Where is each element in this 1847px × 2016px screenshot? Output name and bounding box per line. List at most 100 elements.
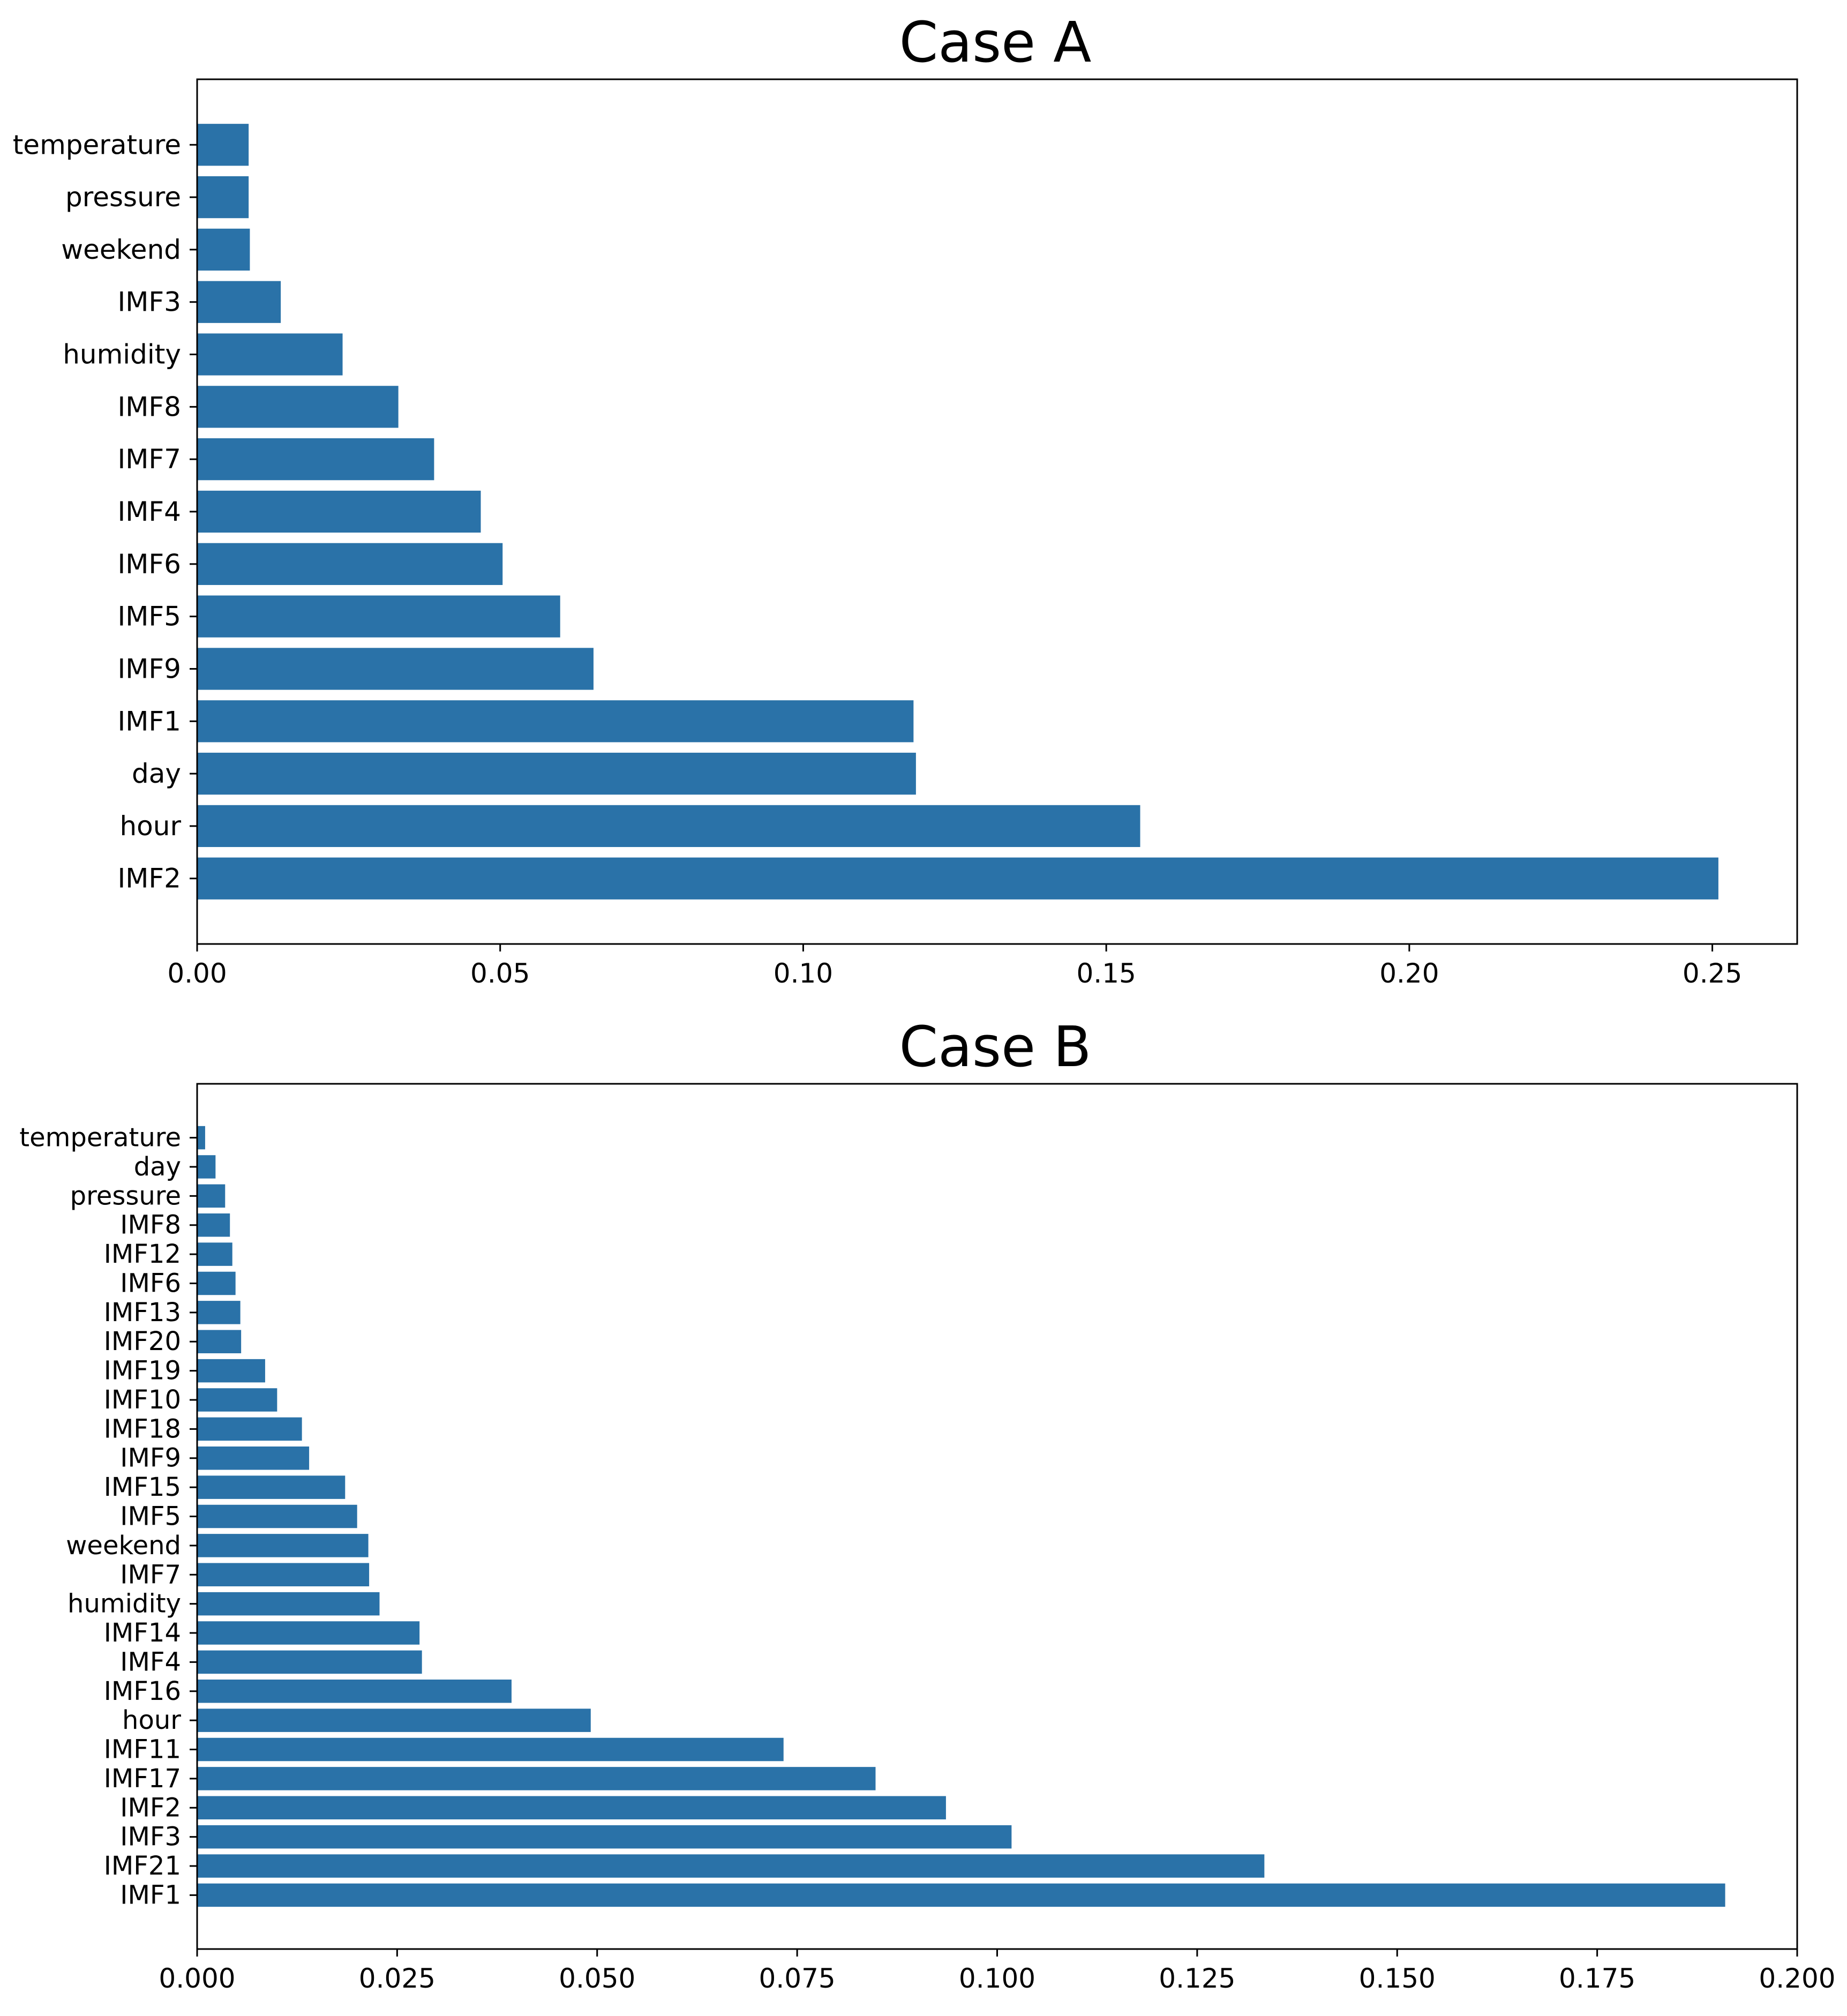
y-tick-label-b-imf6: IMF6 [120, 1268, 181, 1298]
x-tick-label-a-1: 0.05 [470, 958, 530, 989]
bar-b-imf14 [197, 1621, 420, 1645]
chart-title-case-a: Case A [899, 10, 1092, 75]
bar-a-imf8 [197, 386, 399, 428]
bar-b-imf17 [197, 1767, 876, 1790]
y-tick-label-a-imf4: IMF4 [118, 496, 181, 527]
y-tick-label-b-imf12: IMF12 [104, 1239, 181, 1269]
x-axis-case-a: 0.00 0.05 0.10 0.15 0.20 0.25 [167, 944, 1742, 989]
y-tick-label-b-humidity: humidity [67, 1589, 181, 1619]
x-tick-label-b-3: 0.075 [759, 1963, 836, 1994]
bar-b-imf13 [197, 1301, 241, 1324]
x-tick-label-a-2: 0.10 [774, 958, 833, 989]
y-tick-label-b-imf17: IMF17 [104, 1764, 181, 1794]
chart-case-a: Case A temperature pressure weekend IMF3 hum… [13, 10, 1798, 989]
bar-a-pressure [197, 176, 249, 219]
y-tick-label-b-imf14: IMF14 [104, 1618, 181, 1648]
bar-b-pressure [197, 1184, 226, 1208]
y-tick-label-a-imf6: IMF6 [118, 549, 181, 580]
y-axis-case-b: temperaturedaypressureIMF8IMF12IMF6IMF13… [19, 1123, 197, 1910]
bar-b-imf2 [197, 1796, 946, 1820]
y-tick-label-b-imf11: IMF11 [104, 1735, 181, 1765]
bar-b-humidity [197, 1592, 380, 1616]
chart-case-b: Case B temperaturedaypressureIMF8IMF12IM… [19, 1014, 1835, 1994]
bar-a-humidity [197, 333, 343, 376]
y-tick-label-a-imf5: IMF5 [118, 601, 181, 632]
x-tick-label-b-4: 0.100 [959, 1963, 1035, 1994]
y-tick-label-b-imf7: IMF7 [120, 1560, 181, 1590]
x-tick-label-b-0: 0.000 [159, 1963, 235, 1994]
y-tick-label-b-imf18: IMF18 [104, 1414, 181, 1444]
y-tick-label-a-imf3: IMF3 [118, 287, 181, 318]
bar-b-imf8 [197, 1213, 230, 1237]
y-tick-label-b-imf16: IMF16 [104, 1676, 181, 1706]
bar-b-imf18 [197, 1417, 302, 1441]
y-tick-label-b-imf2: IMF2 [120, 1793, 181, 1823]
bar-b-hour [197, 1708, 591, 1732]
bar-b-imf9 [197, 1446, 310, 1470]
y-tick-label-a-imf1: IMF1 [118, 706, 181, 737]
y-tick-label-b-hour: hour [122, 1705, 181, 1735]
bar-a-imf7 [197, 438, 434, 481]
y-tick-label-b-imf10: IMF10 [104, 1385, 181, 1415]
x-axis-case-b: 0.000 0.025 0.050 0.075 0.100 0.125 0.150 0.175… [159, 1949, 1836, 1994]
bar-b-imf3 [197, 1825, 1012, 1849]
bar-b-imf10 [197, 1388, 277, 1412]
y-tick-label-a-imf7: IMF7 [118, 444, 181, 475]
y-tick-label-b-imf1: IMF1 [120, 1880, 181, 1910]
x-tick-label-b-2: 0.050 [559, 1963, 635, 1994]
y-tick-label-b-imf4: IMF4 [120, 1647, 181, 1677]
x-tick-label-a-5: 0.25 [1683, 958, 1742, 989]
bar-a-day [197, 752, 916, 795]
chart-title-case-b: Case B [899, 1014, 1092, 1080]
bar-b-temperature [197, 1126, 205, 1150]
y-tick-label-b-imf15: IMF15 [104, 1472, 181, 1502]
x-tick-label-b-1: 0.025 [359, 1963, 436, 1994]
x-tick-label-b-7: 0.175 [1559, 1963, 1635, 1994]
y-tick-label-a-imf8: IMF8 [118, 391, 181, 422]
bar-b-imf19 [197, 1359, 265, 1383]
bar-b-imf21 [197, 1854, 1265, 1878]
bar-b-imf12 [197, 1242, 232, 1266]
y-tick-label-a-imf9: IMF9 [118, 653, 181, 684]
y-tick-label-b-imf8: IMF8 [120, 1210, 181, 1240]
bar-b-imf15 [197, 1475, 346, 1499]
bar-b-imf5 [197, 1504, 357, 1528]
bar-a-temperature [197, 124, 249, 166]
y-tick-label-b-temperature: temperature [19, 1123, 181, 1153]
bar-b-imf4 [197, 1650, 422, 1674]
y-tick-label-a-hour: hour [119, 811, 181, 842]
bars-case-a [197, 124, 1718, 900]
y-tick-label-b-weekend: weekend [66, 1531, 181, 1561]
y-tick-label-b-day: day [134, 1152, 181, 1182]
bar-b-imf1 [197, 1883, 1725, 1907]
y-tick-label-b-imf21: IMF21 [104, 1851, 181, 1881]
bar-b-day [197, 1155, 216, 1179]
bar-a-weekend [197, 228, 250, 271]
bar-a-imf6 [197, 543, 503, 585]
bar-a-imf5 [197, 595, 560, 638]
y-axis-case-a: temperature pressure weekend IMF3 humidity IM… [13, 129, 197, 894]
bar-a-hour [197, 805, 1140, 848]
x-tick-label-a-3: 0.15 [1076, 958, 1136, 989]
bar-b-imf20 [197, 1330, 242, 1353]
bar-b-imf7 [197, 1563, 370, 1587]
bar-a-imf2 [197, 857, 1718, 900]
bar-b-weekend [197, 1534, 369, 1557]
y-tick-label-a-imf2: IMF2 [118, 863, 181, 894]
y-tick-label-a-temperature: temperature [13, 129, 181, 160]
bar-b-imf6 [197, 1271, 236, 1295]
bar-a-imf1 [197, 700, 914, 743]
x-tick-label-a-0: 0.00 [167, 958, 227, 989]
bar-b-imf16 [197, 1680, 512, 1703]
y-tick-label-b-imf9: IMF9 [120, 1443, 181, 1473]
x-tick-label-b-8: 0.200 [1759, 1963, 1835, 1994]
y-tick-label-a-weekend: weekend [61, 234, 181, 265]
bar-b-imf11 [197, 1737, 784, 1762]
y-tick-label-b-pressure: pressure [70, 1181, 181, 1211]
bar-a-imf9 [197, 648, 594, 690]
x-tick-label-a-4: 0.20 [1379, 958, 1439, 989]
bar-a-imf3 [197, 281, 281, 323]
y-tick-label-b-imf13: IMF13 [104, 1298, 181, 1328]
